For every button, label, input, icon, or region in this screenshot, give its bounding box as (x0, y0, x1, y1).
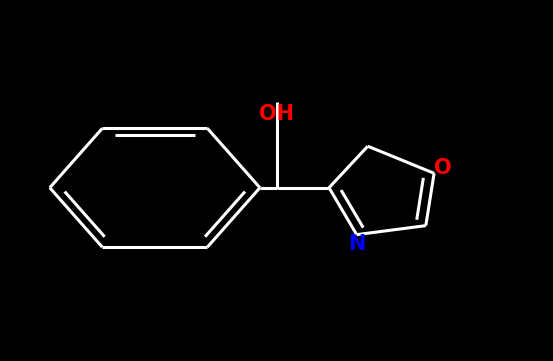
Text: O: O (434, 158, 451, 178)
Text: N: N (348, 234, 366, 254)
Text: OH: OH (259, 104, 294, 124)
